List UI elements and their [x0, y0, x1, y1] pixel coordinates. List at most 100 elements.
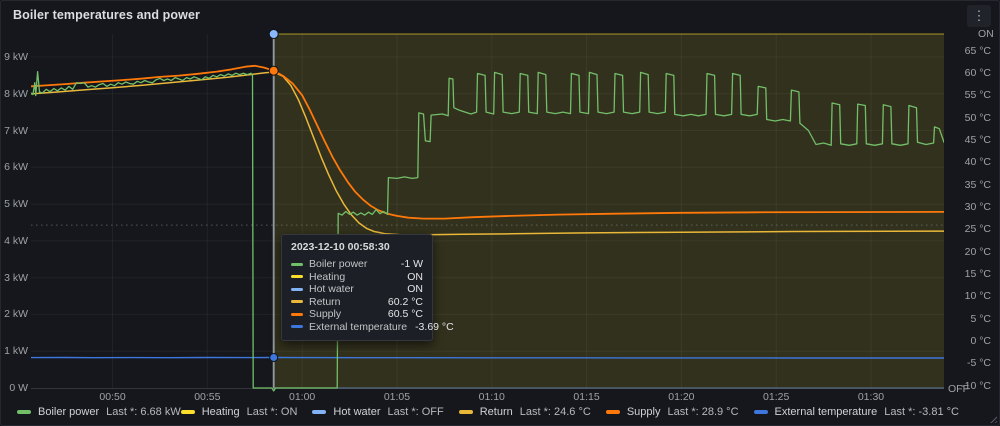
legend-series-stat: Last *: 24.6 °C: [519, 406, 591, 418]
y-axis-state-off-label: OFF: [948, 383, 969, 395]
series-color-dash-icon: [291, 312, 303, 316]
legend-series-label: Supply: [626, 406, 661, 418]
y-axis-left-tick: 7 kW: [4, 124, 28, 137]
series-color-dash-icon: [312, 410, 327, 414]
y-axis-right-tick: 30 °C: [964, 200, 991, 213]
hover-marker-external-temperature: [269, 353, 279, 362]
series-color-dash-icon: [605, 410, 620, 414]
y-axis-left-tick: 0 W: [9, 382, 28, 394]
y-axis-left-tick: 5 kW: [4, 198, 28, 211]
legend-series-stat: Last *: 6.68 kW: [106, 406, 181, 418]
tooltip-rows: Boiler power -1 W Heating ON Hot water ON Retu…: [291, 258, 454, 334]
tooltip-row: External temperature -3.69 °C: [291, 320, 454, 334]
y-axis-right-tick: 60 °C: [964, 66, 991, 79]
legend-item-supply[interactable]: Supply Last *: 28.9 °C: [605, 406, 739, 418]
kebab-menu-icon: ⋮: [972, 8, 986, 23]
y-axis-left-tick: 4 kW: [4, 234, 28, 247]
y-axis-right-tick: 10 °C: [964, 290, 991, 303]
tooltip-series-value: 60.5 °C: [387, 308, 423, 321]
panel-menu-button[interactable]: ⋮: [967, 5, 991, 27]
y-axis-left-tick: 8 kW: [4, 87, 28, 100]
page-title: Boiler temperatures and power: [13, 8, 200, 22]
x-axis-tick: 00:55: [194, 391, 221, 403]
tooltip-series-value: ON: [407, 270, 423, 283]
y-axis-right-tick: 15 °C: [964, 267, 991, 280]
series-color-dash-icon: [291, 325, 303, 329]
panel-header: Boiler temperatures and power ⋮: [1, 1, 999, 29]
tooltip-series-value: 60.2 °C: [387, 295, 423, 308]
tooltip-series-label: Supply: [309, 308, 342, 321]
tooltip-series-label: Return: [309, 295, 341, 308]
series-line-supply: [31, 64, 944, 220]
y-axis-right-tick: 20 °C: [964, 245, 991, 258]
tooltip-series-value: -1 W: [400, 258, 423, 271]
legend-series-label: Return: [479, 406, 513, 418]
y-axis-right-tick: 25 °C: [964, 223, 991, 236]
series-color-dash-icon: [180, 410, 195, 414]
legend-series-label: Boiler power: [38, 406, 100, 418]
y-axis-left-tick: 3 kW: [4, 271, 28, 284]
y-axis-right-tick: -10 °C: [961, 379, 991, 392]
y-axis-right-tick: 5 °C: [970, 312, 991, 325]
x-axis-tick: 01:15: [573, 391, 600, 403]
series-color-dash-icon: [458, 410, 473, 414]
tooltip-series-label: Boiler power: [309, 258, 368, 271]
y-axis-right-tick: 50 °C: [964, 111, 991, 124]
series-line-return: [31, 71, 944, 236]
resize-handle[interactable]: [988, 414, 997, 423]
legend-item-hot-water[interactable]: Hot water Last *: OFF: [312, 406, 444, 418]
legend-item-return[interactable]: Return Last *: 24.6 °C: [458, 406, 591, 418]
y-axis-right-tick: 40 °C: [964, 156, 991, 169]
x-axis-tick: 01:25: [763, 391, 790, 403]
legend-series-stat: Last *: OFF: [387, 406, 444, 418]
tooltip-timestamp: 2023-12-10 00:58:30: [291, 241, 390, 253]
series-color-dash-icon: [753, 410, 768, 414]
legend-series-stat: Last *: 28.9 °C: [667, 406, 739, 418]
x-axis-tick: 01:00: [289, 391, 316, 403]
y-axis-left-tick: 9 kW: [4, 50, 28, 63]
legend-item-boiler-power[interactable]: Boiler power Last *: 6.68 kW: [17, 406, 181, 418]
y-axis-right-tick: 45 °C: [964, 133, 991, 146]
legend-item-heating[interactable]: Heating Last *: ON: [180, 406, 298, 418]
y-axis-right-tick: 35 °C: [964, 178, 991, 191]
y-axis-right-tick: 55 °C: [964, 89, 991, 102]
y-axis-right-tick: 65 °C: [964, 44, 991, 57]
x-axis-tick: 01:10: [478, 391, 505, 403]
legend-series-label: External temperature: [774, 406, 878, 418]
x-axis-tick: 01:30: [857, 391, 885, 403]
y-axis-left-tick: 1 kW: [4, 345, 28, 358]
tooltip-series-value: ON: [407, 283, 423, 296]
legend-series-label: Hot water: [333, 406, 381, 418]
series-color-dash-icon: [291, 287, 303, 291]
x-axis-tick: 01:20: [668, 391, 695, 403]
y-axis-left-tick: 2 kW: [4, 308, 28, 321]
x-axis-tick: 00:50: [99, 391, 126, 403]
y-axis-right-tick: 0 °C: [970, 335, 991, 347]
series-color-dash-icon: [17, 410, 31, 414]
tooltip-row: Hot water ON: [291, 283, 423, 296]
tooltip-series-value: -3.69 °C: [415, 320, 454, 333]
y-axis-state-on-label: ON: [978, 28, 994, 40]
hover-marker-supply: [268, 65, 279, 76]
legend-item-external-temperature[interactable]: External temperature Last *: -3.81 °C: [753, 406, 959, 418]
tooltip-row: Boiler power -1 W: [291, 258, 423, 271]
tooltip-series-label: Hot water: [309, 283, 354, 296]
series-color-dash-icon: [291, 300, 303, 304]
series-line-external-temperature: [31, 356, 944, 359]
series-line-boiler-power: [31, 71, 944, 392]
tooltip-row: Return 60.2 °C: [291, 296, 423, 309]
legend-series-stat: Last *: ON: [246, 406, 298, 418]
tooltip-series-label: External temperature: [309, 320, 408, 333]
legend: Boiler power Last *: 6.68 kW Heating Last *…: [1, 402, 999, 422]
series-color-dash-icon: [291, 275, 303, 279]
y-axis-left-tick: 6 kW: [4, 161, 28, 174]
tooltip: 2023-12-10 00:58:30 Boiler power -1 W Heat…: [281, 234, 454, 341]
legend-series-stat: Last *: -3.81 °C: [884, 406, 959, 418]
series-color-dash-icon: [291, 262, 303, 266]
hover-marker-hot-water: [268, 29, 279, 39]
legend-series-label: Heating: [201, 406, 240, 418]
tooltip-series-label: Heating: [309, 270, 346, 283]
tooltip-row: Supply 60.5 °C: [291, 308, 423, 321]
